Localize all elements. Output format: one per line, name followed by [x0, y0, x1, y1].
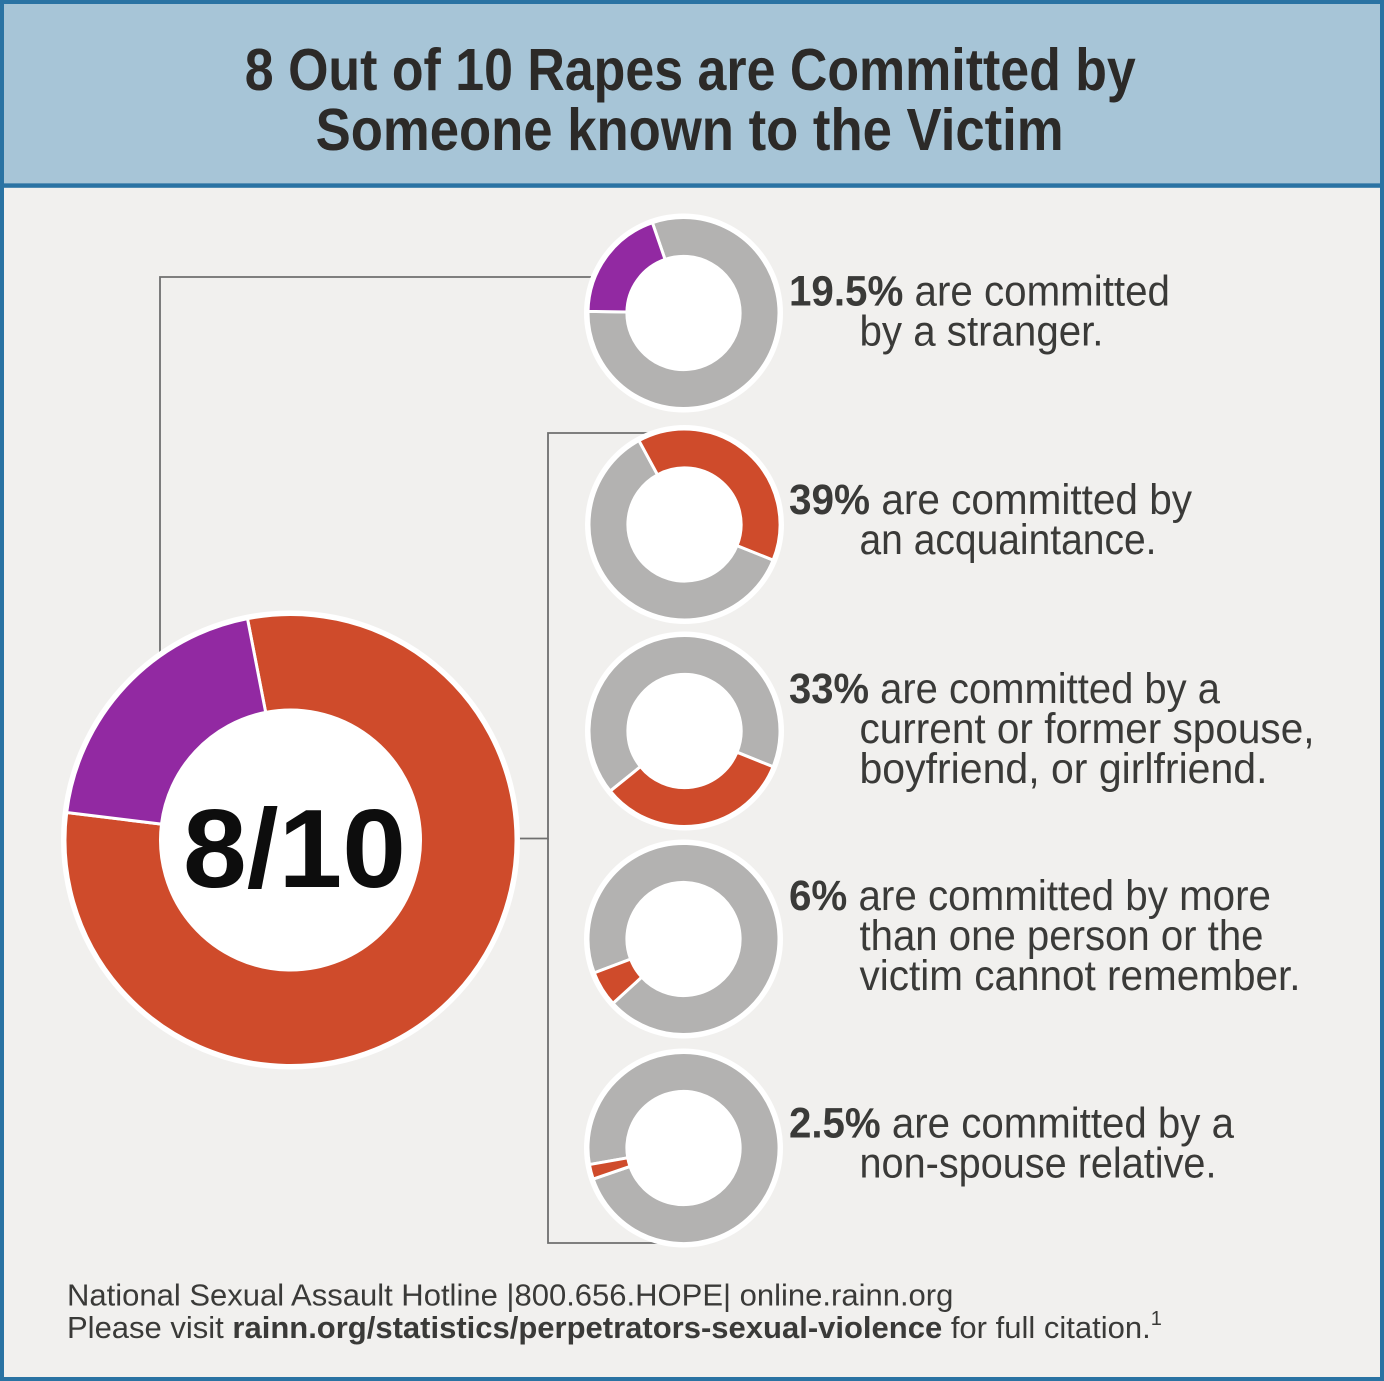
svg-text:Someone known to the Victim: Someone known to the Victim — [316, 97, 1064, 163]
svg-text:6% are committed by more: 6% are committed by more — [789, 873, 1271, 920]
svg-text:an acquaintance.: an acquaintance. — [860, 517, 1157, 564]
svg-text:33% are committed by a: 33% are committed by a — [789, 666, 1220, 713]
svg-text:current or former spouse,: current or former spouse, — [860, 706, 1315, 753]
svg-text:victim cannot remember.: victim cannot remember. — [860, 953, 1301, 1000]
svg-text:8 Out of 10 Rapes are Committe: 8 Out of 10 Rapes are Committed by — [245, 37, 1136, 103]
svg-text:8/10: 8/10 — [183, 787, 406, 911]
svg-text:2.5% are committed by a: 2.5% are committed by a — [789, 1101, 1234, 1148]
svg-text:Please visit rainn.org/statist: Please visit rainn.org/statistics/perpet… — [67, 1308, 1162, 1345]
svg-text:39% are committed by: 39% are committed by — [789, 477, 1193, 524]
svg-text:than one person or the: than one person or the — [860, 913, 1264, 960]
svg-text:National Sexual Assault Hotlin: National Sexual Assault Hotline |800.656… — [67, 1277, 953, 1312]
svg-text:boyfriend, or girlfriend.: boyfriend, or girlfriend. — [860, 746, 1268, 793]
svg-text:by a stranger.: by a stranger. — [860, 308, 1104, 355]
svg-text:non-spouse relative.: non-spouse relative. — [860, 1141, 1217, 1188]
svg-text:19.5% are committed: 19.5% are committed — [789, 269, 1170, 316]
